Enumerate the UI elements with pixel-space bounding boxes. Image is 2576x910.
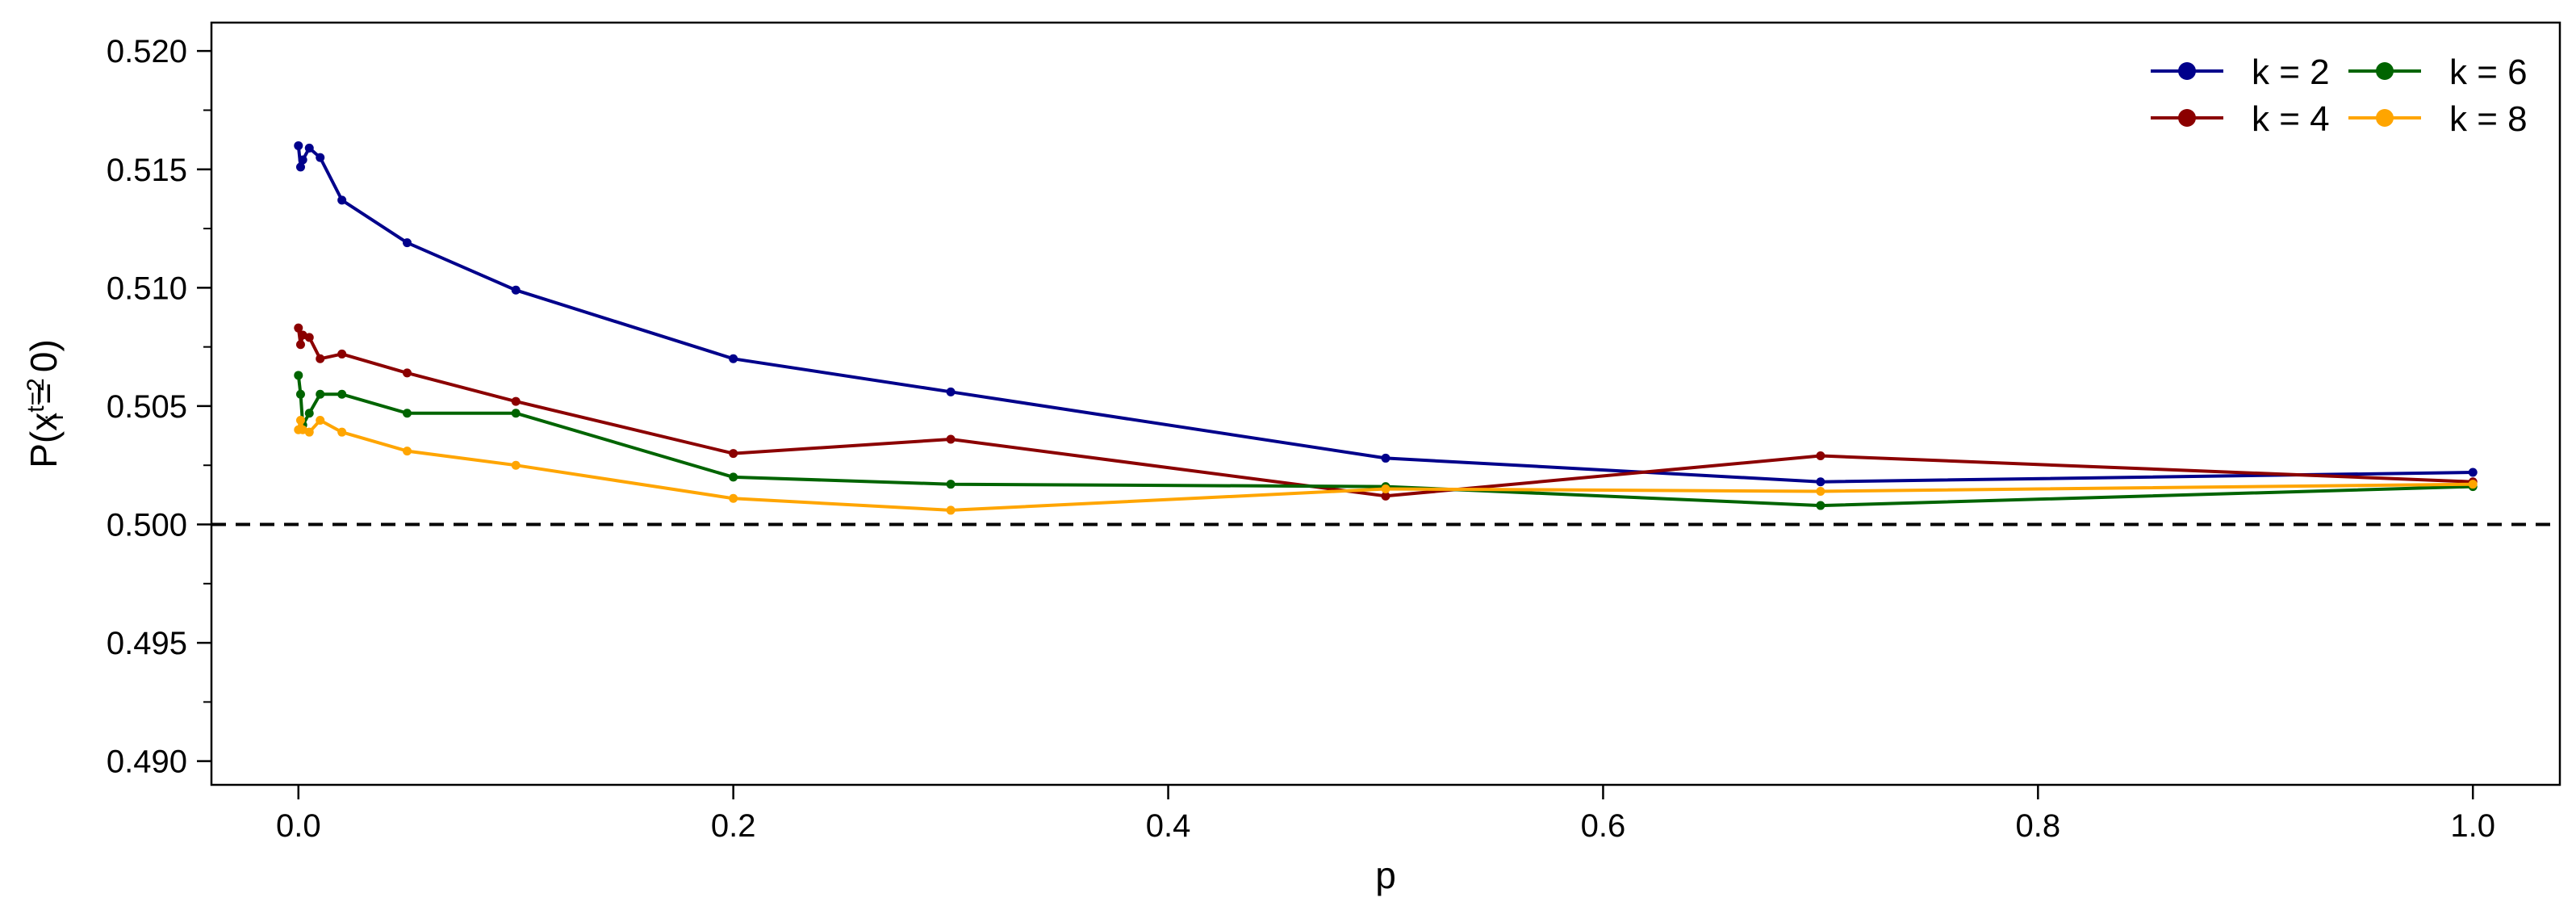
plot-area (210, 21, 2561, 786)
x-axis: 0.0 0.2 0.4 0.6 0.8 1.0 (276, 785, 2495, 844)
data-point (304, 427, 314, 437)
data-point (295, 389, 305, 399)
legend-swatch-marker (2376, 109, 2394, 127)
x-tick-label: 0.4 (1146, 808, 1191, 844)
legend-label: k = 4 (2252, 99, 2330, 139)
data-point (1381, 491, 1390, 501)
y-tick-label: 0.500 (107, 508, 187, 543)
x-tick-label: 1.0 (2450, 808, 2495, 844)
y-tick-label: 0.520 (107, 34, 187, 69)
data-point (294, 140, 303, 150)
data-point (946, 505, 956, 515)
data-point (729, 472, 738, 482)
y-tick-label: 0.505 (107, 389, 187, 425)
series-1 (294, 140, 2478, 487)
legend-swatch-marker (2178, 109, 2196, 127)
data-point (298, 155, 307, 165)
legend-item: k = 4 (2151, 99, 2330, 139)
data-point (511, 396, 521, 406)
data-point (946, 480, 956, 489)
data-point (316, 354, 325, 363)
x-tick-label: 0.8 (2016, 808, 2061, 844)
data-point (729, 493, 738, 503)
data-point (337, 427, 347, 437)
series-2 (294, 323, 2478, 501)
y-tick-label: 0.495 (107, 626, 187, 661)
data-point (946, 434, 956, 444)
x-tick-label: 0.2 (711, 808, 756, 844)
legend-item: k = 8 (2348, 99, 2528, 139)
y-axis-title-prefix: P(x (23, 413, 65, 468)
data-point (1816, 486, 1825, 496)
data-point (316, 153, 325, 162)
legend-label: k = 6 (2449, 52, 2528, 92)
data-point (316, 389, 325, 399)
legend-swatch-marker (2376, 62, 2394, 80)
data-point (295, 340, 305, 350)
data-point (304, 143, 314, 153)
y-axis-title: P(xt=2 i = 0) (23, 339, 69, 468)
legend-item: k = 2 (2151, 52, 2330, 92)
y-tick-label: 0.490 (107, 744, 187, 780)
data-point (294, 371, 303, 380)
series-layer (294, 140, 2478, 515)
data-point (511, 460, 521, 470)
y-axis-title-suffix: = 0) (23, 339, 65, 414)
legend-label: k = 8 (2449, 99, 2528, 139)
data-point (316, 416, 325, 426)
data-point (2468, 480, 2478, 489)
data-point (295, 162, 305, 172)
data-point (1816, 477, 1825, 487)
data-point (1816, 501, 1825, 510)
data-point (511, 409, 521, 418)
y-tick-label: 0.510 (107, 270, 187, 306)
data-point (1381, 453, 1390, 463)
data-point (946, 387, 956, 396)
y-axis: 0.490 0.495 0.500 0.505 0.510 0.515 0.520 (107, 34, 211, 780)
data-point (729, 354, 738, 363)
legend: k = 2 k = 4 k = 6 k = 8 (2151, 52, 2528, 139)
x-tick-label: 0.6 (1581, 808, 1626, 844)
x-tick-label: 0.0 (276, 808, 321, 844)
data-point (729, 449, 738, 459)
data-point (403, 368, 412, 378)
data-point (403, 238, 412, 248)
data-point (337, 389, 347, 399)
data-point (1816, 451, 1825, 460)
data-point (2468, 468, 2478, 477)
y-tick-label: 0.515 (107, 153, 187, 188)
data-point (403, 447, 412, 456)
data-point (403, 409, 412, 418)
data-point (1381, 484, 1390, 494)
data-point (304, 333, 314, 342)
legend-swatch-marker (2178, 62, 2196, 80)
data-point (337, 349, 347, 359)
data-point (304, 409, 314, 418)
legend-item: k = 6 (2348, 52, 2528, 92)
plot-frame (210, 21, 2561, 786)
y-axis-title-superscript: t=2 (23, 378, 49, 413)
data-point (294, 323, 303, 333)
series-4 (294, 416, 2478, 515)
x-axis-title: p (1375, 854, 1396, 896)
data-point (295, 416, 305, 426)
data-point (337, 195, 347, 205)
y-axis-title-subscript: i (42, 415, 69, 421)
legend-label: k = 2 (2252, 52, 2330, 92)
data-point (511, 285, 521, 295)
